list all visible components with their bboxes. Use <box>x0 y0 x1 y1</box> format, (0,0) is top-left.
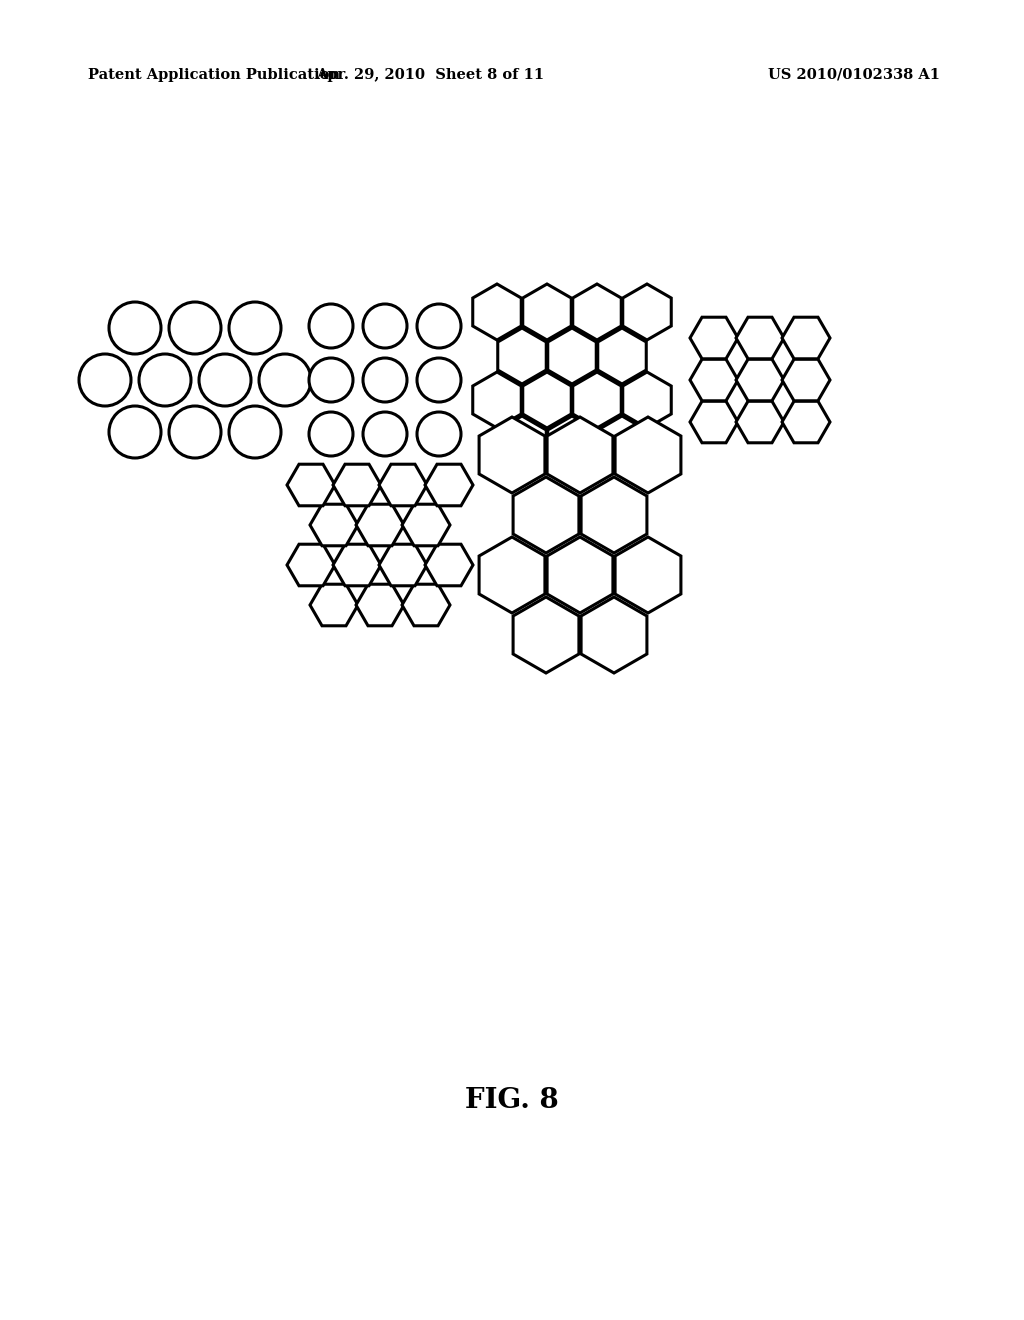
Circle shape <box>362 358 407 403</box>
Polygon shape <box>473 372 521 428</box>
Circle shape <box>309 358 353 403</box>
Circle shape <box>309 412 353 455</box>
Text: Patent Application Publication: Patent Application Publication <box>88 69 340 82</box>
Polygon shape <box>356 585 404 626</box>
Polygon shape <box>547 537 613 612</box>
Polygon shape <box>513 597 579 673</box>
Polygon shape <box>690 317 738 359</box>
Polygon shape <box>402 585 450 626</box>
Polygon shape <box>310 585 358 626</box>
Polygon shape <box>498 416 546 473</box>
Circle shape <box>109 407 161 458</box>
Polygon shape <box>581 597 647 673</box>
Polygon shape <box>615 417 681 492</box>
Circle shape <box>417 304 461 348</box>
Circle shape <box>229 302 281 354</box>
Polygon shape <box>736 401 784 442</box>
Circle shape <box>169 407 221 458</box>
Polygon shape <box>615 537 681 612</box>
Polygon shape <box>310 504 358 545</box>
Polygon shape <box>479 537 545 612</box>
Circle shape <box>362 412 407 455</box>
Text: Apr. 29, 2010  Sheet 8 of 11: Apr. 29, 2010 Sheet 8 of 11 <box>316 69 544 82</box>
Polygon shape <box>736 359 784 401</box>
Circle shape <box>229 407 281 458</box>
Polygon shape <box>379 465 427 506</box>
Polygon shape <box>333 544 381 586</box>
Polygon shape <box>548 416 596 473</box>
Polygon shape <box>690 359 738 401</box>
Polygon shape <box>513 477 579 553</box>
Polygon shape <box>548 327 596 384</box>
Circle shape <box>79 354 131 407</box>
Circle shape <box>362 304 407 348</box>
Polygon shape <box>287 544 335 586</box>
Polygon shape <box>498 327 546 384</box>
Polygon shape <box>425 544 473 586</box>
Polygon shape <box>623 284 672 341</box>
Polygon shape <box>690 401 738 442</box>
Polygon shape <box>402 504 450 545</box>
Circle shape <box>139 354 191 407</box>
Polygon shape <box>473 284 521 341</box>
Polygon shape <box>379 544 427 586</box>
Polygon shape <box>572 284 622 341</box>
Polygon shape <box>581 477 647 553</box>
Polygon shape <box>782 317 830 359</box>
Polygon shape <box>623 372 672 428</box>
Polygon shape <box>598 416 646 473</box>
Circle shape <box>309 304 353 348</box>
Polygon shape <box>522 372 571 428</box>
Polygon shape <box>736 317 784 359</box>
Circle shape <box>259 354 311 407</box>
Polygon shape <box>356 504 404 545</box>
Polygon shape <box>547 417 613 492</box>
Polygon shape <box>782 401 830 442</box>
Polygon shape <box>572 372 622 428</box>
Circle shape <box>199 354 251 407</box>
Text: US 2010/0102338 A1: US 2010/0102338 A1 <box>768 69 940 82</box>
Polygon shape <box>287 465 335 506</box>
Circle shape <box>109 302 161 354</box>
Polygon shape <box>598 327 646 384</box>
Circle shape <box>417 412 461 455</box>
Polygon shape <box>333 465 381 506</box>
Polygon shape <box>782 359 830 401</box>
Polygon shape <box>479 417 545 492</box>
Polygon shape <box>522 284 571 341</box>
Text: FIG. 8: FIG. 8 <box>465 1086 559 1114</box>
Circle shape <box>169 302 221 354</box>
Polygon shape <box>425 465 473 506</box>
Circle shape <box>417 358 461 403</box>
